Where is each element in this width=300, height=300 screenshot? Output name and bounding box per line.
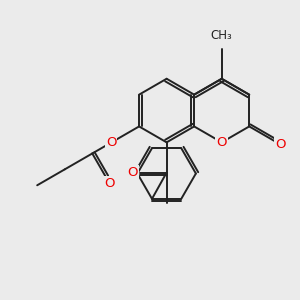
Text: CH₃: CH₃: [211, 29, 232, 42]
Text: O: O: [127, 166, 137, 179]
Text: O: O: [217, 136, 227, 149]
Text: O: O: [106, 136, 116, 149]
Text: O: O: [104, 177, 115, 190]
Text: O: O: [275, 138, 286, 151]
